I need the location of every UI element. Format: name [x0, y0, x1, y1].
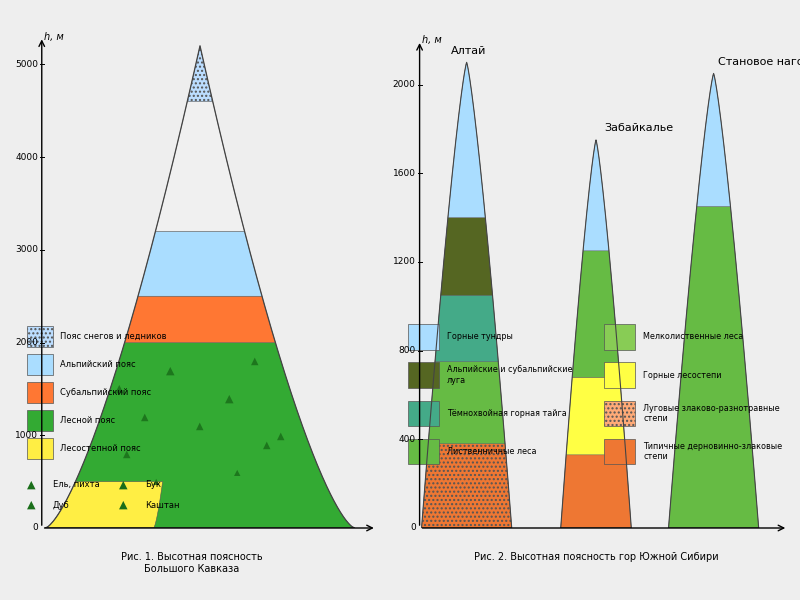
Text: Горные тундры: Горные тундры [447, 332, 513, 341]
Text: 3000: 3000 [15, 245, 38, 254]
Polygon shape [561, 455, 631, 528]
Polygon shape [441, 218, 493, 295]
Text: Горные лесостепи: Горные лесостепи [643, 370, 722, 379]
Polygon shape [46, 343, 354, 528]
FancyBboxPatch shape [27, 382, 53, 403]
Text: ▲: ▲ [234, 468, 240, 477]
Text: Дуб: Дуб [53, 500, 70, 509]
Text: 1000: 1000 [15, 431, 38, 440]
Polygon shape [138, 231, 262, 296]
Text: Ель, пихта: Ель, пихта [53, 480, 99, 489]
Polygon shape [187, 46, 213, 101]
Text: ▲: ▲ [153, 477, 159, 486]
Text: 400: 400 [398, 435, 416, 444]
Text: Каштан: Каштан [145, 500, 179, 509]
Text: Забайкалье: Забайкалье [604, 124, 673, 133]
Text: Бук: Бук [145, 480, 161, 489]
Text: ▲: ▲ [122, 449, 130, 459]
Text: ▲: ▲ [141, 412, 149, 422]
Text: 2000: 2000 [393, 80, 416, 89]
Text: 4000: 4000 [15, 152, 38, 161]
Text: ▲: ▲ [166, 365, 175, 376]
Text: 5000: 5000 [15, 60, 38, 69]
Polygon shape [583, 140, 609, 251]
Text: Типичные дерновинно-злаковые
степи: Типичные дерновинно-злаковые степи [643, 442, 782, 461]
Text: ▲: ▲ [225, 393, 234, 403]
Text: h, м: h, м [422, 35, 442, 45]
Text: Альпийские и субальпийские
луга: Альпийские и субальпийские луга [447, 365, 573, 385]
FancyBboxPatch shape [408, 362, 439, 388]
Polygon shape [155, 101, 245, 231]
Text: ▲: ▲ [27, 500, 35, 510]
FancyBboxPatch shape [604, 439, 635, 464]
Polygon shape [572, 251, 620, 377]
Polygon shape [435, 295, 498, 362]
Polygon shape [46, 482, 162, 528]
Text: Алтай: Алтай [451, 46, 486, 56]
Text: 0: 0 [32, 523, 38, 533]
Text: Лесостепной пояс: Лесостепной пояс [60, 444, 141, 453]
Polygon shape [697, 73, 730, 206]
Polygon shape [422, 444, 512, 528]
Text: Мелколиственные леса: Мелколиственные леса [643, 332, 743, 341]
Polygon shape [669, 206, 758, 528]
Text: Альпийский пояс: Альпийский пояс [60, 360, 136, 369]
Text: h, м: h, м [44, 32, 63, 41]
FancyBboxPatch shape [408, 401, 439, 426]
Text: ▲: ▲ [278, 430, 285, 440]
FancyBboxPatch shape [408, 324, 439, 349]
Text: Тёмнохвойная горная тайга: Тёмнохвойная горная тайга [447, 409, 566, 418]
Text: 2000: 2000 [15, 338, 38, 347]
FancyBboxPatch shape [604, 362, 635, 388]
Text: 0: 0 [410, 523, 416, 533]
Text: ▲: ▲ [119, 479, 127, 490]
Text: ▲: ▲ [114, 384, 123, 394]
Text: Луговые злаково-разнотравные
степи: Луговые злаково-разнотравные степи [643, 404, 780, 423]
Text: Лиственничные леса: Лиственничные леса [447, 447, 537, 456]
Text: Становое нагорье: Становое нагорье [718, 57, 800, 67]
FancyBboxPatch shape [27, 438, 53, 459]
Text: Пояс снегов и ледников: Пояс снегов и ледников [60, 332, 166, 341]
FancyBboxPatch shape [604, 324, 635, 349]
FancyBboxPatch shape [27, 410, 53, 431]
Text: ▲: ▲ [262, 440, 270, 449]
Polygon shape [566, 377, 626, 455]
Text: ▲: ▲ [251, 356, 259, 366]
FancyBboxPatch shape [408, 439, 439, 464]
Text: ▲: ▲ [27, 479, 35, 490]
Text: Рис. 2. Высотная поясность гор Южной Сибири: Рис. 2. Высотная поясность гор Южной Сиб… [474, 552, 718, 562]
FancyBboxPatch shape [604, 401, 635, 426]
Text: ▲: ▲ [196, 421, 204, 431]
Polygon shape [428, 362, 505, 444]
Text: 1600: 1600 [393, 169, 416, 178]
Text: ▲: ▲ [119, 500, 127, 510]
Text: 800: 800 [398, 346, 416, 355]
Text: Рис. 1. Высотная поясность
Большого Кавказа: Рис. 1. Высотная поясность Большого Кавк… [121, 552, 263, 574]
FancyBboxPatch shape [27, 326, 53, 347]
Polygon shape [125, 296, 275, 343]
FancyBboxPatch shape [27, 353, 53, 375]
Text: Субальпийский пояс: Субальпийский пояс [60, 388, 151, 397]
Text: 1200: 1200 [393, 257, 416, 266]
Polygon shape [448, 62, 486, 218]
Text: Лесной пояс: Лесной пояс [60, 416, 115, 425]
